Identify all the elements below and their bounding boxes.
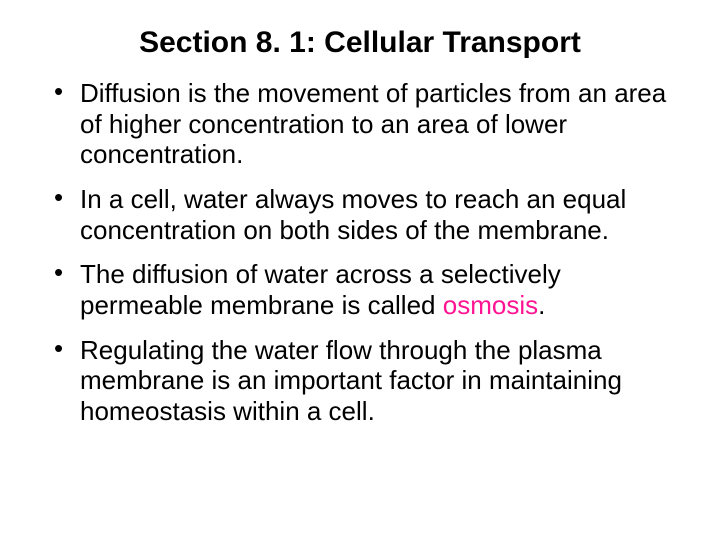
bullet-text: In a cell, water always moves to reach a…: [80, 184, 626, 245]
highlighted-term: osmosis: [443, 290, 538, 320]
bullet-list: Diffusion is the movement of particles f…: [50, 78, 670, 427]
list-item: The diffusion of water across a selectiv…: [50, 259, 670, 320]
slide: Section 8. 1: Cellular Transport Diffusi…: [0, 0, 720, 540]
list-item: Regulating the water flow through the pl…: [50, 335, 670, 427]
bullet-text: Regulating the water flow through the pl…: [80, 335, 622, 426]
bullet-text-suffix: .: [538, 290, 545, 320]
bullet-text: Diffusion is the movement of particles f…: [80, 78, 666, 169]
list-item: In a cell, water always moves to reach a…: [50, 184, 670, 245]
slide-title: Section 8. 1: Cellular Transport: [50, 26, 670, 60]
list-item: Diffusion is the movement of particles f…: [50, 78, 670, 170]
